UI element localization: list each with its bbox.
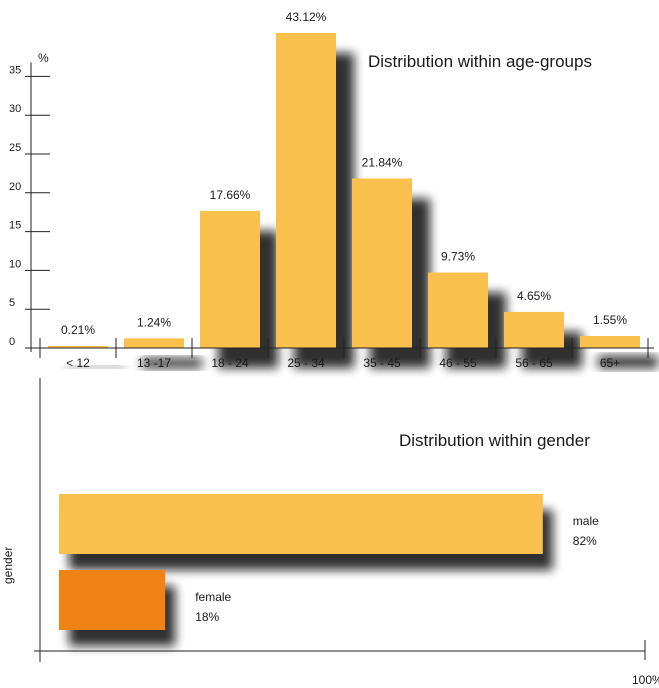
- age-bar-shadow-7: [598, 355, 658, 368]
- age-category-labels: < 12 13 -17 18 - 24 25 - 34 35 - 45 46 - 55 56…: [66, 356, 620, 370]
- gender-label-name-female: female: [195, 590, 231, 604]
- age-value-label-1: 1.24%: [137, 315, 171, 329]
- age-value-label-5: 9.73%: [441, 249, 475, 263]
- age-category-label-6: 56 - 65: [515, 356, 553, 370]
- age-value-label-7: 1.55%: [593, 313, 627, 327]
- age-value-label-0: 0.21%: [61, 323, 95, 337]
- age-bar-4: [352, 178, 412, 348]
- gender-bars: [59, 494, 543, 630]
- gender-x-max-label: 100%: [632, 673, 659, 687]
- gender-bar-male: [59, 494, 543, 554]
- age-category-label-0: < 12: [66, 356, 90, 370]
- age-y-tick-label-0: 0: [9, 336, 15, 348]
- age-bar-0: [48, 346, 108, 348]
- age-bar-2: [200, 210, 260, 348]
- age-category-label-4: 35 - 45: [363, 356, 401, 370]
- age-bar-5: [428, 272, 488, 348]
- age-bar-1: [124, 338, 184, 348]
- age-y-tick-label-1: 5: [9, 297, 15, 309]
- age-value-label-6: 4.65%: [517, 289, 551, 303]
- age-bar-6: [504, 311, 564, 348]
- age-y-tick-label-3: 15: [9, 220, 21, 232]
- age-y-ticks: 0 5 10 15 20 25 30 35: [9, 64, 50, 349]
- age-bar-shadow-0: [66, 366, 126, 368]
- gender-chart: male 82% female 18% Distribution within gen…: [1, 378, 659, 687]
- gender-axis-label: gender: [1, 547, 15, 584]
- age-x-ticks: [39, 338, 649, 358]
- age-bar-shadow-1: [142, 358, 202, 368]
- age-category-label-5: 46 - 55: [439, 356, 477, 370]
- gender-chart-title: Distribution within gender: [399, 431, 590, 450]
- gender-label-value-female: 18%: [195, 610, 219, 624]
- age-value-label-3: 43.12%: [286, 10, 327, 24]
- age-category-label-3: 25 - 34: [287, 356, 325, 370]
- age-value-labels: 0.21% 1.24% 17.66% 43.12% 21.84% 9.73% 4.65% 1.…: [61, 10, 627, 337]
- age-value-label-4: 21.84%: [362, 156, 403, 170]
- age-bar-3: [276, 33, 336, 348]
- age-y-tick-label-2: 10: [9, 258, 21, 270]
- age-bar-7: [580, 335, 640, 348]
- age-y-tick-label-7: 35: [9, 64, 21, 76]
- age-bars: [48, 33, 640, 348]
- gender-label-value-male: 82%: [573, 534, 597, 548]
- age-y-tick-label-6: 30: [9, 103, 21, 115]
- age-y-unit-label: %: [38, 51, 49, 65]
- age-y-tick-label-5: 25: [9, 142, 21, 154]
- age-chart: 0 5 10 15 20 25 30 35 < 12 13 -17 18 - 24 25 - 34 3…: [9, 10, 658, 370]
- age-category-label-7: 65+: [600, 356, 620, 370]
- gender-bar-female: [59, 570, 166, 630]
- age-category-label-2: 18 - 24: [211, 356, 249, 370]
- age-category-label-1: 13 -17: [137, 356, 171, 370]
- gender-label-name-male: male: [573, 514, 599, 528]
- gender-bar-labels: male 82% female 18%: [195, 514, 599, 624]
- age-chart-title: Distribution within age-groups: [368, 52, 592, 71]
- age-value-label-2: 17.66%: [210, 188, 251, 202]
- age-y-tick-label-4: 20: [9, 181, 21, 193]
